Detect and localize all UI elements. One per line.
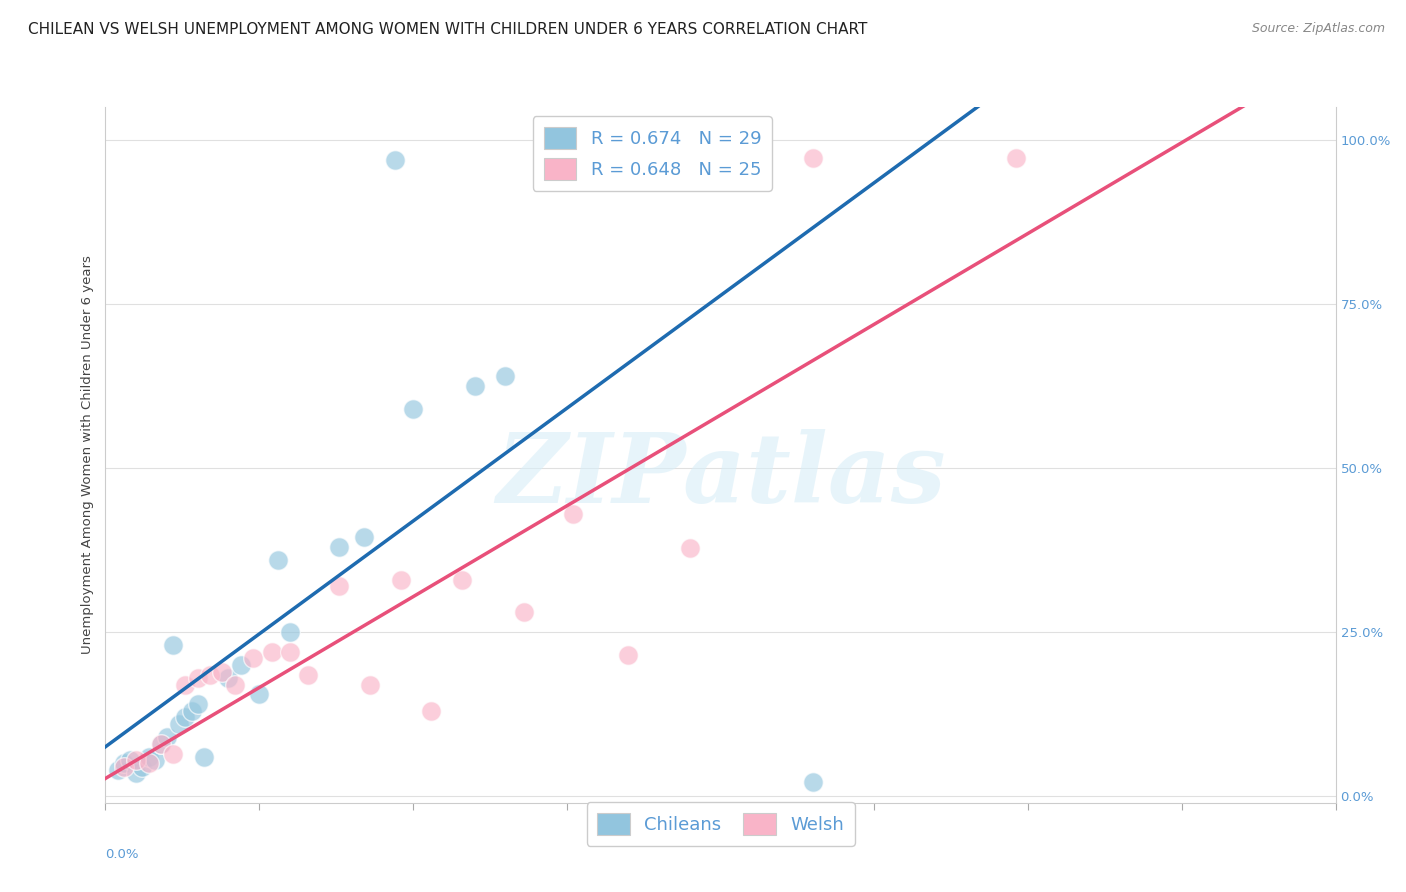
- Point: [267, 553, 290, 567]
- Point: [112, 760, 135, 774]
- Point: [143, 753, 166, 767]
- Point: [389, 573, 412, 587]
- Point: [174, 678, 197, 692]
- Point: [169, 717, 191, 731]
- Point: [187, 671, 209, 685]
- Point: [149, 737, 172, 751]
- Point: [174, 710, 197, 724]
- Point: [494, 369, 516, 384]
- Point: [112, 756, 135, 771]
- Point: [149, 737, 172, 751]
- Point: [617, 648, 640, 662]
- Point: [297, 668, 319, 682]
- Point: [218, 671, 240, 685]
- Point: [359, 678, 381, 692]
- Point: [193, 749, 215, 764]
- Text: Source: ZipAtlas.com: Source: ZipAtlas.com: [1251, 22, 1385, 36]
- Legend: Chileans, Welsh: Chileans, Welsh: [586, 802, 855, 846]
- Point: [198, 668, 221, 682]
- Point: [801, 774, 824, 789]
- Point: [384, 153, 406, 167]
- Point: [180, 704, 202, 718]
- Point: [224, 678, 246, 692]
- Point: [138, 756, 160, 771]
- Point: [138, 749, 160, 764]
- Point: [278, 645, 301, 659]
- Point: [464, 379, 486, 393]
- Point: [278, 625, 301, 640]
- Point: [211, 665, 233, 679]
- Point: [402, 401, 425, 416]
- Point: [451, 573, 474, 587]
- Point: [242, 651, 264, 665]
- Y-axis label: Unemployment Among Women with Children Under 6 years: Unemployment Among Women with Children U…: [82, 255, 94, 655]
- Point: [120, 753, 141, 767]
- Point: [328, 579, 350, 593]
- Point: [328, 540, 350, 554]
- Point: [229, 657, 252, 672]
- Point: [353, 530, 375, 544]
- Point: [247, 688, 270, 702]
- Point: [555, 153, 578, 167]
- Point: [107, 763, 129, 777]
- Point: [187, 698, 209, 712]
- Point: [156, 730, 179, 744]
- Point: [125, 753, 148, 767]
- Point: [162, 638, 184, 652]
- Point: [162, 747, 184, 761]
- Point: [420, 704, 443, 718]
- Point: [679, 151, 702, 165]
- Text: 0.0%: 0.0%: [105, 848, 139, 861]
- Point: [801, 151, 824, 165]
- Point: [679, 541, 702, 555]
- Point: [1004, 151, 1026, 165]
- Text: CHILEAN VS WELSH UNEMPLOYMENT AMONG WOMEN WITH CHILDREN UNDER 6 YEARS CORRELATIO: CHILEAN VS WELSH UNEMPLOYMENT AMONG WOME…: [28, 22, 868, 37]
- Point: [513, 606, 536, 620]
- Point: [562, 507, 585, 521]
- Point: [260, 645, 283, 659]
- Text: ZIPatlas: ZIPatlas: [496, 429, 945, 523]
- Point: [131, 760, 153, 774]
- Point: [125, 766, 148, 780]
